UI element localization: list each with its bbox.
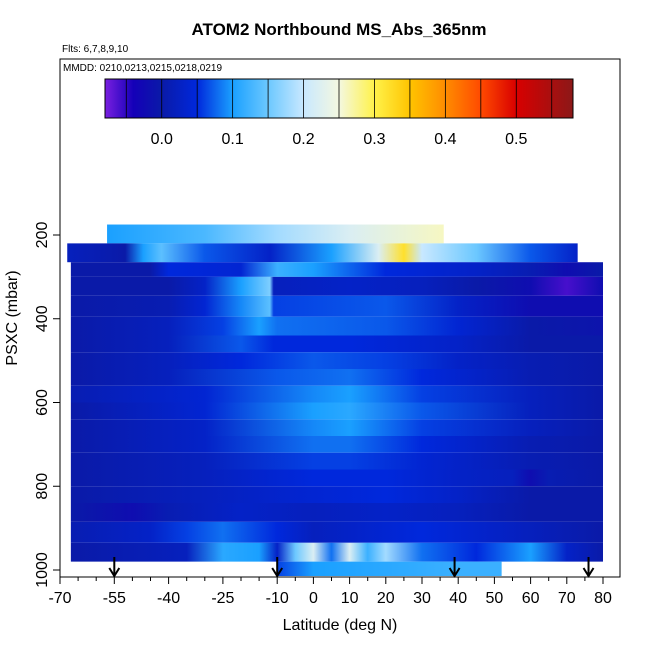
heatmap-band [70,486,604,503]
colorbar-tick-label: 0.4 [434,131,456,148]
dates-note: MMDD: 0210,0213,0215,0218,0219 [63,63,222,74]
latitude-arrow-head [448,567,461,578]
heatmap-band [70,521,604,543]
heatmap-band [70,262,604,277]
x-tick-label: -10 [266,590,289,607]
x-tick-label: -55 [103,590,126,607]
heatmap-band [70,503,604,522]
x-tick-label: 20 [377,590,395,607]
heatmap-band [70,385,604,403]
heatmap-band [107,224,444,244]
colorbar-tick-label: 0.3 [363,131,385,148]
flights-note: Flts: 6,7,8,9,10 [62,44,129,55]
colorbar-tick-label: 0.5 [505,131,527,148]
x-tick-label: 50 [486,590,504,607]
heatmap-bands [67,224,604,576]
heatmap-band [70,276,604,296]
latitude-arrows [108,557,595,578]
y-tick-label: 200 [34,222,51,249]
colorbar: 0.0 0.1 0.2 0.3 0.4 0.5 [104,78,574,148]
heatmap-band [70,436,604,453]
x-tick-label: 80 [594,590,612,607]
latitude-arrow-head [271,567,284,578]
x-axis: -70 -55 -40 -25 -10 0 10 20 30 40 50 60 70 80 [48,577,612,607]
y-tick-label: 800 [34,473,51,500]
colorbar-tick-label: 0.2 [292,131,314,148]
heatmap-band [70,335,604,353]
x-tick-label: 10 [341,590,359,607]
y-tick-label: 600 [34,389,51,416]
x-tick-label: -25 [211,590,234,607]
x-axis-label: Latitude (deg N) [283,617,398,634]
x-tick-label: -40 [157,590,180,607]
latitude-arrow-head [582,567,595,578]
heatmap-band [70,402,604,420]
colorbar-labels: 0.0 0.1 0.2 0.3 0.4 0.5 [151,131,528,148]
x-tick-label: -70 [48,590,71,607]
chart-title: ATOM2 Northbound MS_Abs_365nm [191,20,486,39]
colorbar-divisions [125,79,553,118]
heatmap-band [70,542,604,562]
y-tick-label: 1000 [34,552,51,588]
y-axis-label: PSXC (mbar) [4,270,21,365]
heatmap-band [70,452,604,470]
x-tick-label: 0 [309,590,318,607]
heatmap-band [70,419,604,436]
heatmap-band [277,561,502,576]
heatmap-band [70,469,604,487]
x-tick-label: 40 [449,590,467,607]
heatmap-band [70,295,604,317]
heatmap-band [67,243,578,263]
heatmap-band [70,316,604,336]
heatmap-band [70,352,604,369]
y-axis: 200 400 600 800 1000 [34,222,60,588]
colorbar-tick-label: 0.0 [151,131,173,148]
heatmap-band [70,369,604,386]
latitude-arrow-head [108,567,121,578]
x-tick-label: 30 [413,590,431,607]
colorbar-tick-label: 0.1 [222,131,244,148]
x-tick-label: 60 [522,590,540,607]
x-tick-label: 70 [558,590,576,607]
y-tick-label: 400 [34,305,51,332]
